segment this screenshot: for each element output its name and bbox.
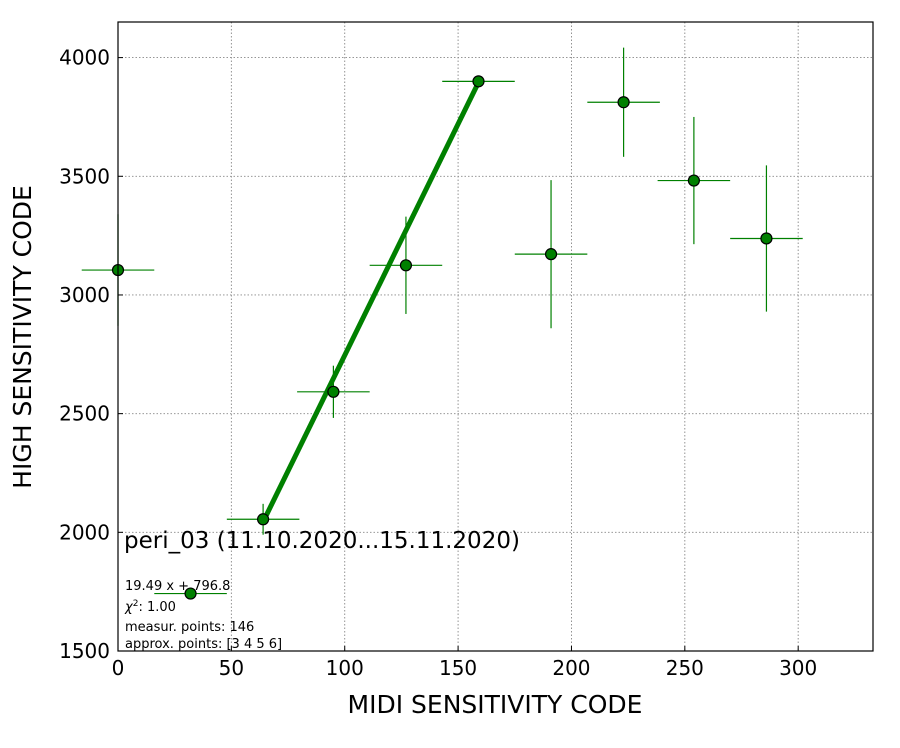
chart-annotation-title: peri_03 (11.10.2020...15.11.2020) <box>124 528 520 554</box>
y-tick-label: 3000 <box>59 283 110 307</box>
chi-symbol: χ <box>124 600 134 615</box>
data-point <box>257 513 270 526</box>
plot-frame <box>117 21 874 652</box>
chi-squared: χ2: 1.00 <box>124 599 176 615</box>
fit-line <box>260 81 481 523</box>
fit-line-group <box>260 81 481 523</box>
y-tick-label: 2500 <box>59 402 110 426</box>
chi-value: : 1.00 <box>138 600 175 615</box>
x-axis-label: MIDI SENSITIVITY CODE <box>348 690 643 719</box>
fit-equation: 19.49 x + 796.8 <box>125 579 230 594</box>
data-point <box>184 587 197 600</box>
x-tick-label: 0 <box>112 656 125 680</box>
data-point <box>687 174 700 187</box>
x-tick-label: 300 <box>779 656 817 680</box>
data-point <box>327 385 340 398</box>
axis-ticks <box>117 57 799 652</box>
x-tick-label: 50 <box>219 656 244 680</box>
data-point <box>472 75 485 88</box>
y-tick-labels: 1500 2000 2500 3000 3500 4000 <box>59 46 110 663</box>
y-axis-label: HIGH SENSITIVITY CODE <box>8 185 37 489</box>
x-tick-labels: 0 50 100 150 200 250 300 <box>112 656 818 680</box>
x-tick-label: 100 <box>326 656 364 680</box>
approx-points: approx. points: [3 4 5 6] <box>125 637 282 652</box>
data-point <box>399 259 413 272</box>
data-point <box>617 96 630 109</box>
error-bars <box>81 47 803 596</box>
y-tick-label: 4000 <box>59 46 110 70</box>
y-tick-label: 1500 <box>59 639 110 663</box>
y-tick-label: 2000 <box>59 520 110 544</box>
chi-superscript: 2 <box>133 599 139 609</box>
measur-points: measur. points: 146 <box>125 620 254 635</box>
x-tick-label: 150 <box>439 656 477 680</box>
x-tick-label: 250 <box>666 656 704 680</box>
data-point <box>760 232 773 245</box>
y-tick-label: 3500 <box>59 164 110 188</box>
x-tick-label: 200 <box>552 656 590 680</box>
grid-lines <box>118 22 873 651</box>
data-point <box>544 248 558 261</box>
data-points <box>111 75 773 600</box>
